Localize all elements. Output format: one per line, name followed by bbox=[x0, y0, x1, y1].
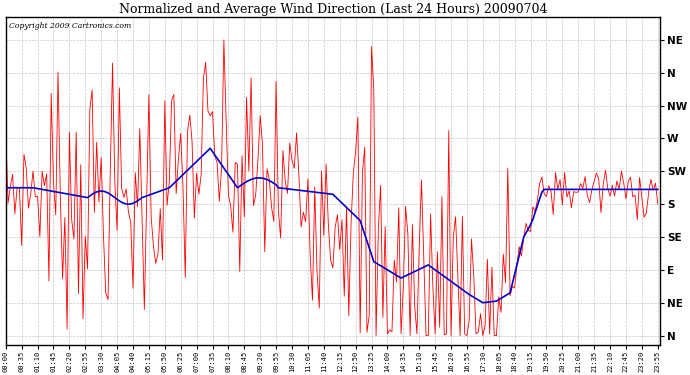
Text: Copyright 2009 Cartronics.com: Copyright 2009 Cartronics.com bbox=[9, 22, 131, 30]
Title: Normalized and Average Wind Direction (Last 24 Hours) 20090704: Normalized and Average Wind Direction (L… bbox=[119, 3, 547, 16]
